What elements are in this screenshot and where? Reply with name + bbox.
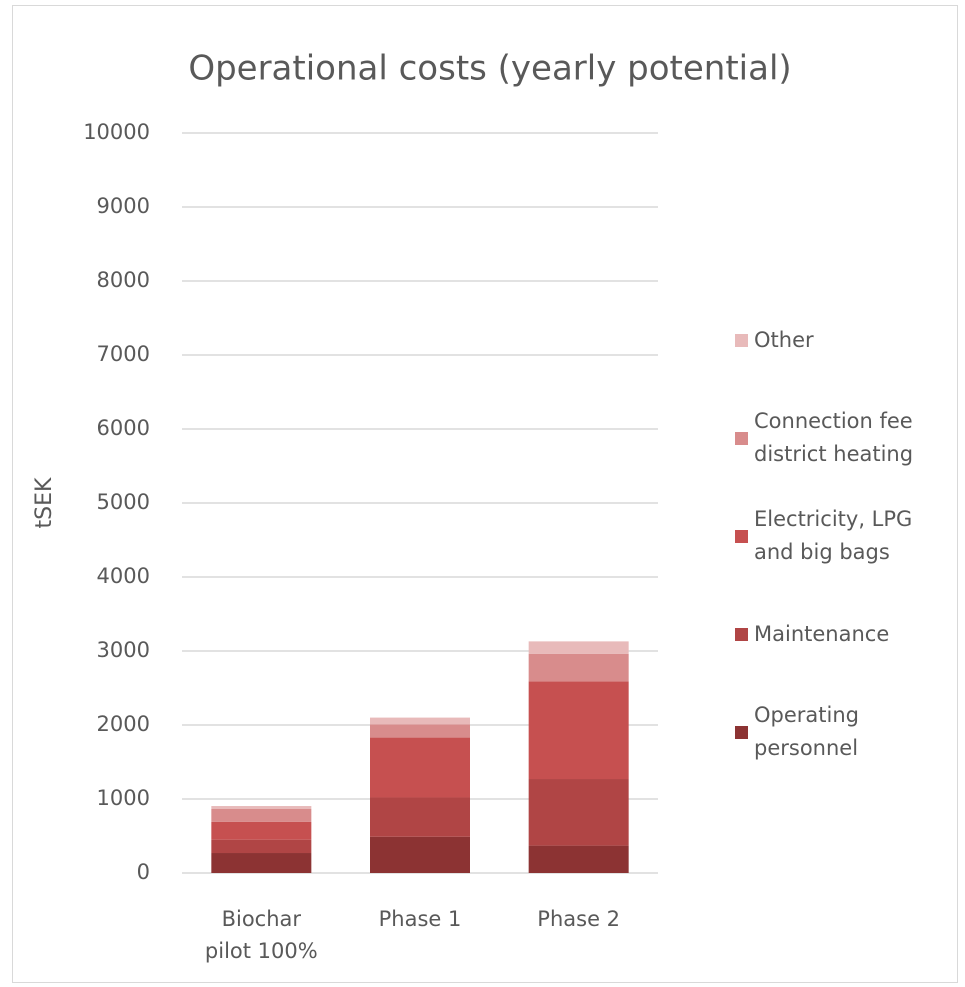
legend-swatch bbox=[735, 627, 748, 641]
x-tick-label: Biochar pilot 100% bbox=[204, 907, 318, 963]
bar-segment bbox=[528, 845, 629, 873]
legend-label: Maintenance bbox=[754, 621, 890, 646]
bar-segment bbox=[370, 836, 470, 873]
y-tick-label: 10000 bbox=[83, 120, 150, 144]
y-axis-label: tSEK bbox=[32, 477, 57, 528]
y-tick-label: 7000 bbox=[97, 342, 150, 366]
bar-segment bbox=[370, 717, 470, 725]
y-tick-label: 3000 bbox=[97, 638, 150, 662]
legend-item: Electricity, LPG and big bags bbox=[735, 501, 950, 571]
x-tick-label: Phase 2 bbox=[537, 907, 621, 931]
bar-segment bbox=[528, 653, 629, 682]
bar-segment bbox=[528, 779, 629, 846]
bar-segment bbox=[370, 724, 470, 738]
legend-swatch bbox=[735, 333, 748, 347]
bar-segment bbox=[528, 681, 629, 780]
y-tick-label: 1000 bbox=[97, 786, 150, 810]
legend-item: Other bbox=[735, 305, 950, 375]
bar-segment bbox=[211, 839, 312, 854]
y-tick-label: 8000 bbox=[97, 268, 150, 292]
bar-segment bbox=[211, 808, 312, 822]
legend-label: Connection fee district heating bbox=[754, 409, 914, 466]
legend-swatch bbox=[735, 431, 748, 445]
y-tick-label: 6000 bbox=[97, 416, 150, 440]
y-tick-label: 9000 bbox=[97, 194, 150, 218]
bar-segment bbox=[211, 821, 312, 840]
bar-segment bbox=[528, 641, 629, 654]
y-tick-label: 0 bbox=[137, 860, 150, 884]
legend-label: Other bbox=[754, 327, 814, 352]
legend-item: Operating personnel bbox=[735, 697, 950, 767]
bar-segment bbox=[211, 853, 312, 873]
chart-frame bbox=[12, 5, 958, 983]
legend-item: Maintenance bbox=[735, 599, 950, 669]
bar-segment bbox=[370, 797, 470, 837]
y-tick-label: 4000 bbox=[97, 564, 150, 588]
chart-title: Operational costs (yearly potential) bbox=[188, 49, 791, 89]
bar-segment bbox=[370, 737, 470, 798]
x-tick-label: Phase 1 bbox=[378, 907, 462, 931]
legend-label: Electricity, LPG and big bags bbox=[754, 507, 913, 564]
legend-label: Operating personnel bbox=[754, 703, 859, 760]
legend-item: Connection fee district heating bbox=[735, 403, 950, 473]
y-tick-label: 2000 bbox=[97, 712, 150, 736]
legend-swatch bbox=[735, 529, 748, 543]
legend-swatch bbox=[735, 725, 748, 739]
bar-segment bbox=[211, 806, 312, 809]
y-tick-label: 5000 bbox=[97, 490, 150, 514]
